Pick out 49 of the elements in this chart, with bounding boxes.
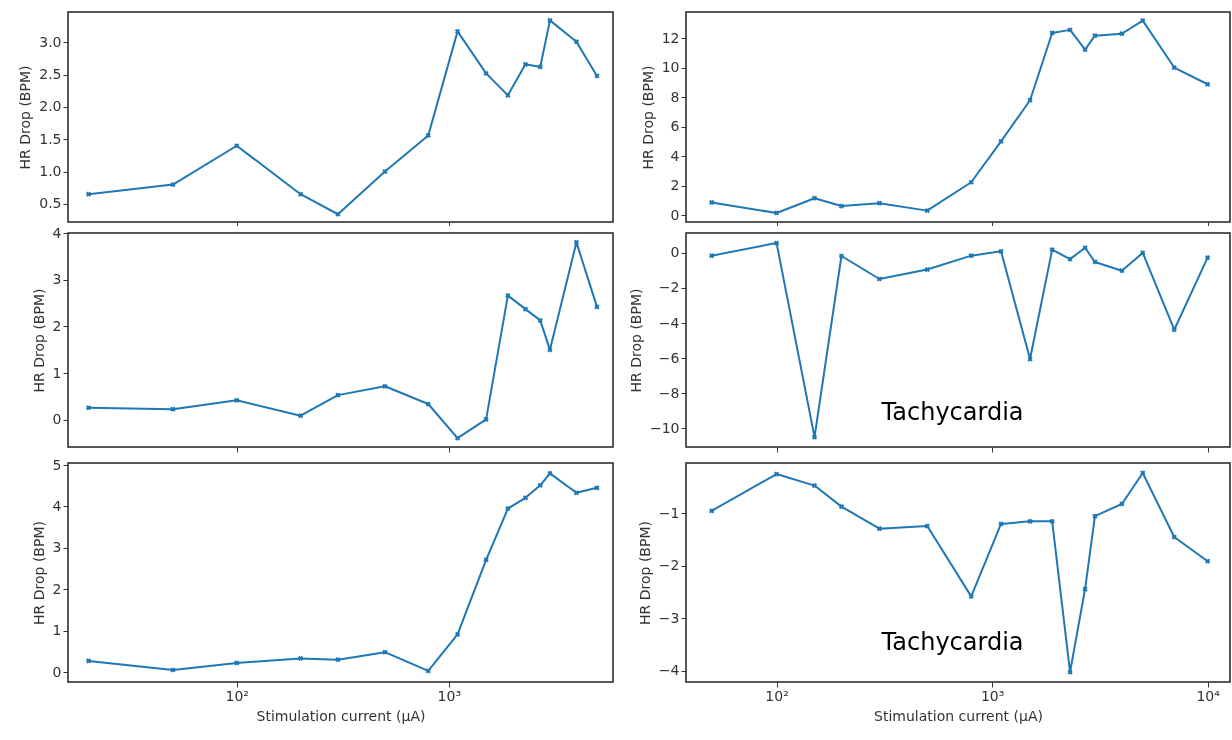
y-tick-label: 8 <box>670 88 680 105</box>
y-tick-label: −2 <box>658 557 680 574</box>
y-axis-title: HR Drop (BPM) <box>17 65 34 170</box>
y-tick-label: 1.0 <box>39 163 62 180</box>
y-tick-label: 2.0 <box>39 98 62 115</box>
y-tick-label: −6 <box>658 349 680 366</box>
y-tick-label: 10 <box>661 59 680 76</box>
y-tick-label: −4 <box>658 662 680 679</box>
y-axis-title: HR Drop (BPM) <box>30 521 47 625</box>
y-tick-label: 1 <box>52 622 62 639</box>
y-tick-label: 12 <box>661 29 680 46</box>
y-tick-label: 4 <box>52 497 62 514</box>
x-tick-label: 10³ <box>980 687 1005 704</box>
y-axis-title: HR Drop (BPM) <box>30 288 47 393</box>
y-tick-label: 0 <box>670 206 680 223</box>
annotation: Tachycardia <box>880 628 1024 656</box>
y-tick-label: 6 <box>670 118 680 135</box>
y-tick-label: 3.0 <box>39 33 62 50</box>
y-tick-label: 2 <box>52 317 62 334</box>
y-tick-label: 5 <box>52 456 62 473</box>
y-tick-label: 1.5 <box>39 130 62 147</box>
annotation: Tachycardia <box>880 398 1024 426</box>
y-tick-label: 2 <box>52 580 62 597</box>
y-tick-label: 2 <box>670 177 680 194</box>
y-axis-title: HR Drop (BPM) <box>639 65 656 170</box>
y-tick-label: 4 <box>52 224 62 241</box>
x-tick-label: 10² <box>765 687 789 704</box>
y-tick-label: −1 <box>658 504 680 521</box>
y-tick-label: 2.5 <box>39 66 62 83</box>
y-tick-label: −4 <box>658 314 680 331</box>
x-axis-title: Stimulation current (µA) <box>874 707 1043 724</box>
x-tick-label: 10⁴ <box>1196 687 1221 704</box>
x-tick-label: 10³ <box>437 687 461 704</box>
y-tick-label: 0 <box>52 411 62 428</box>
y-tick-label: 0 <box>670 244 680 261</box>
y-tick-label: −10 <box>649 419 680 436</box>
y-tick-label: −2 <box>658 279 680 296</box>
x-tick-label: 10² <box>225 687 249 704</box>
y-tick-label: −8 <box>658 384 680 401</box>
y-tick-label: 3 <box>52 539 62 556</box>
y-tick-label: 1 <box>52 364 62 381</box>
x-axis-title: Stimulation current (µA) <box>256 707 426 724</box>
y-tick-label: 0 <box>52 663 62 680</box>
y-tick-label: 3 <box>52 271 62 288</box>
y-tick-label: 4 <box>670 147 680 164</box>
y-tick-label: −3 <box>658 609 680 626</box>
y-axis-title: HR Drop (BPM) <box>627 288 644 393</box>
y-tick-label: 0.5 <box>39 195 62 212</box>
y-axis-title: HR Drop (BPM) <box>636 521 653 625</box>
